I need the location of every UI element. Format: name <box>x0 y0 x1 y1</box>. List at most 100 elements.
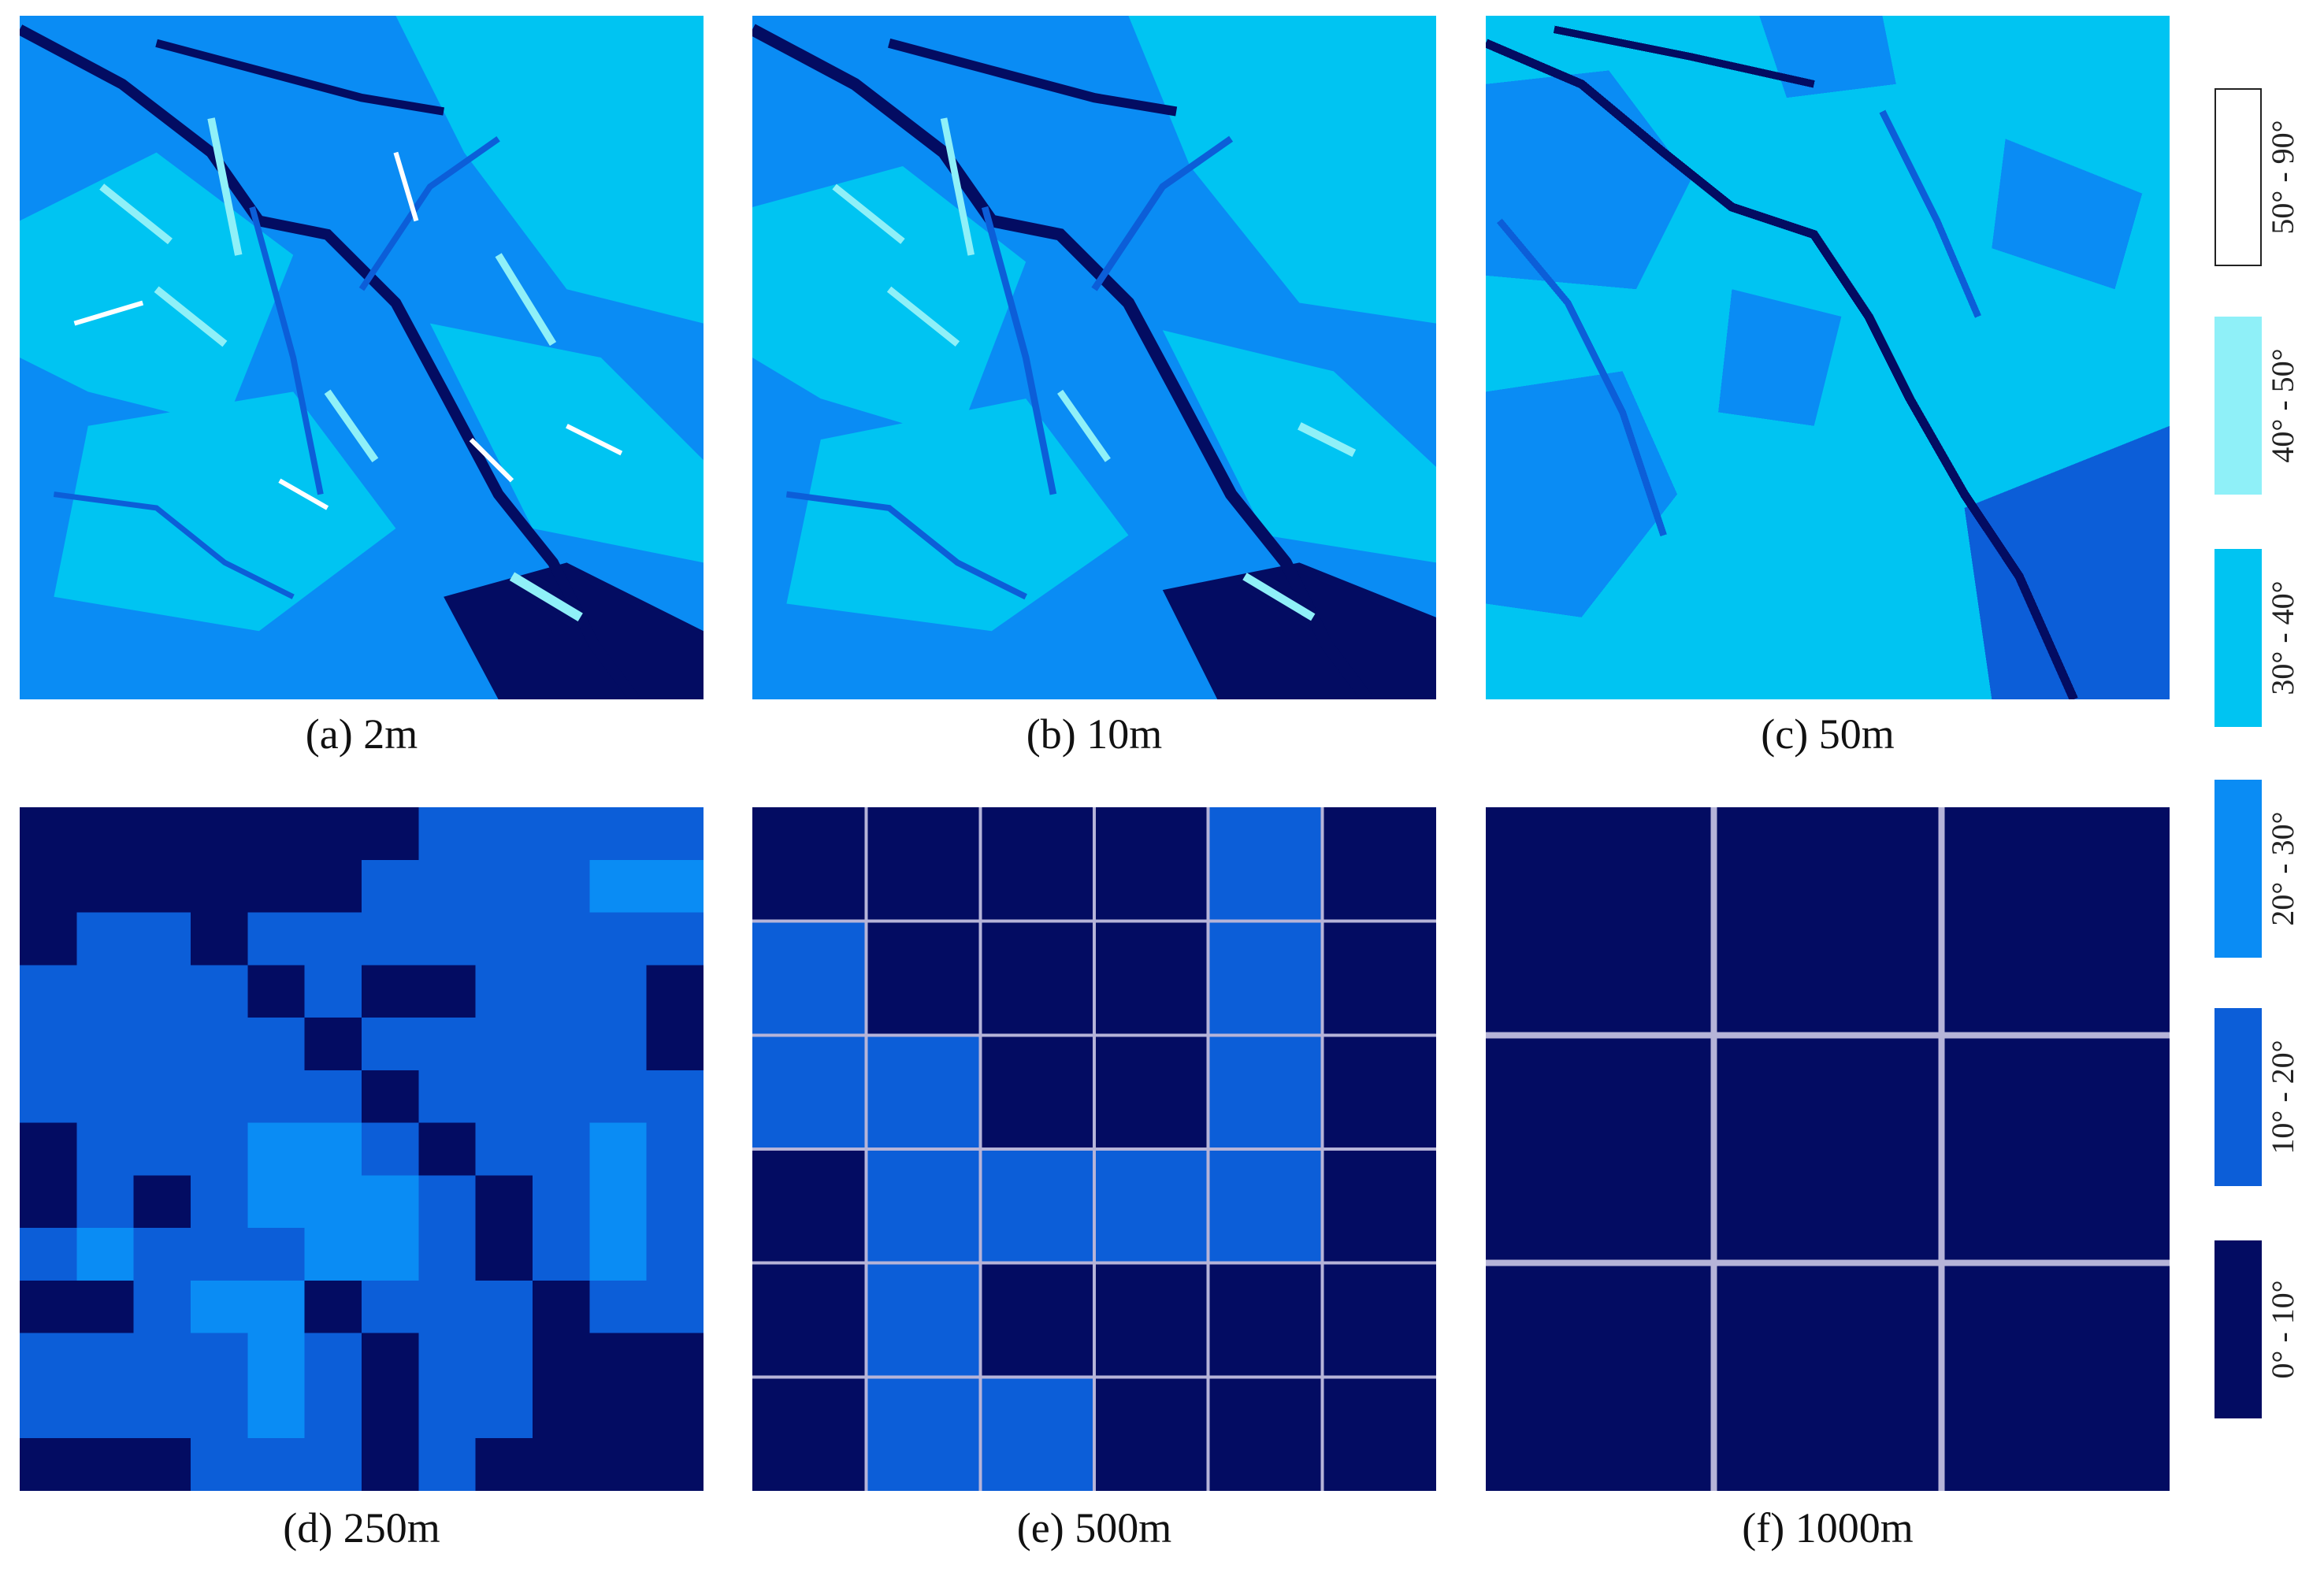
raster-cell <box>533 965 590 1018</box>
raster-cell <box>20 1333 77 1386</box>
raster-cell <box>76 1333 135 1386</box>
raster-cell <box>1322 1262 1436 1377</box>
raster-cell <box>76 1280 135 1334</box>
raster-cell <box>589 965 648 1018</box>
raster-cell <box>980 1149 1095 1264</box>
raster-cell <box>1486 807 1714 1036</box>
raster-cell <box>646 1385 704 1439</box>
raster-cell <box>304 859 362 914</box>
raster-cell <box>866 1149 981 1264</box>
caption-10m: (b) 10m <box>1026 710 1163 758</box>
caption-250m: (d) 250m <box>283 1504 440 1552</box>
legend-swatch-0-10 <box>2214 1240 2262 1418</box>
raster-cell <box>589 1438 648 1491</box>
raster-cell <box>1094 921 1209 1036</box>
raster-cell <box>980 807 1095 922</box>
raster-cell <box>646 1228 704 1281</box>
raster-cell <box>20 912 77 966</box>
raster-cell <box>1208 1149 1323 1264</box>
raster-cell <box>752 1149 867 1264</box>
slope-map-50m <box>1486 16 2170 699</box>
raster-cell <box>589 1228 648 1281</box>
raster-cell <box>304 1175 362 1229</box>
raster-cell <box>76 912 135 966</box>
raster-cell <box>304 1122 362 1176</box>
raster-cell <box>247 1018 306 1071</box>
raster-cell <box>1941 1262 2170 1491</box>
raster-cell <box>191 912 248 966</box>
raster-cell <box>1322 1377 1436 1491</box>
raster-cell <box>304 1438 362 1491</box>
raster-cell <box>76 1122 135 1176</box>
raster-cell <box>362 1438 419 1491</box>
raster-cell <box>980 921 1095 1036</box>
raster-cell <box>1208 1035 1323 1150</box>
raster-cell <box>20 1385 77 1439</box>
raster-cell <box>133 1438 191 1491</box>
raster-cell <box>1208 807 1323 922</box>
raster-cell <box>475 1175 533 1229</box>
raster-cell <box>76 1228 135 1281</box>
raster-cell <box>76 1018 135 1071</box>
raster-cell <box>304 965 362 1018</box>
raster-cell <box>191 1018 248 1071</box>
raster-cell <box>20 807 77 861</box>
raster-cell <box>418 1385 477 1439</box>
raster-cell <box>362 1018 419 1071</box>
raster-cell <box>475 807 533 861</box>
raster-cell <box>304 1018 362 1071</box>
raster-cell <box>133 965 191 1018</box>
raster-cell <box>752 1262 867 1377</box>
caption-50m: (c) 50m <box>1761 710 1895 758</box>
raster-cell <box>20 1438 77 1491</box>
raster-cell <box>646 1333 704 1386</box>
raster-cell <box>133 1228 191 1281</box>
raster-cell <box>589 1018 648 1071</box>
raster-cell <box>646 965 704 1018</box>
raster-cell <box>20 859 77 914</box>
legend-swatch-50-90 <box>2214 88 2262 266</box>
raster-cell <box>1486 1035 1714 1264</box>
raster-cell <box>1322 1035 1436 1150</box>
raster-cell <box>646 807 704 861</box>
raster-cell <box>247 1438 306 1491</box>
raster-cell <box>533 807 590 861</box>
raster-cell <box>533 1122 590 1176</box>
raster-cell <box>191 1280 248 1334</box>
raster-cell <box>418 912 477 966</box>
raster-cell <box>133 1175 191 1229</box>
raster-cell <box>475 965 533 1018</box>
raster-cell <box>533 1018 590 1071</box>
raster-cell <box>1486 1262 1714 1491</box>
raster-cell <box>133 859 191 914</box>
raster-cell <box>646 1280 704 1334</box>
raster-cell <box>866 921 981 1036</box>
raster-cell <box>76 807 135 861</box>
raster-cell <box>247 1280 306 1334</box>
raster-cell <box>475 1385 533 1439</box>
legend-swatch-10-20 <box>2214 1008 2262 1186</box>
raster-cell <box>475 1333 533 1386</box>
raster-cell <box>247 1385 306 1439</box>
raster-cell <box>533 859 590 914</box>
raster-cell <box>362 912 419 966</box>
raster-cell <box>418 965 477 1018</box>
raster-cell <box>475 1070 533 1124</box>
raster-cell <box>866 1262 981 1377</box>
raster-cell <box>191 1438 248 1491</box>
raster-cell <box>304 1070 362 1124</box>
raster-cell <box>247 965 306 1018</box>
raster-cell <box>247 1333 306 1386</box>
raster-cell <box>533 1385 590 1439</box>
raster-cell <box>418 1228 477 1281</box>
raster-cell <box>20 1175 77 1229</box>
raster-cell <box>1941 1035 2170 1264</box>
raster-cell <box>589 859 648 914</box>
raster-cell <box>752 1035 867 1150</box>
raster-cell <box>418 807 477 861</box>
raster-cell <box>980 1262 1095 1377</box>
raster-cell <box>866 807 981 922</box>
raster-cell <box>362 1228 419 1281</box>
raster-cell <box>20 1280 77 1334</box>
raster-cell <box>866 1035 981 1150</box>
